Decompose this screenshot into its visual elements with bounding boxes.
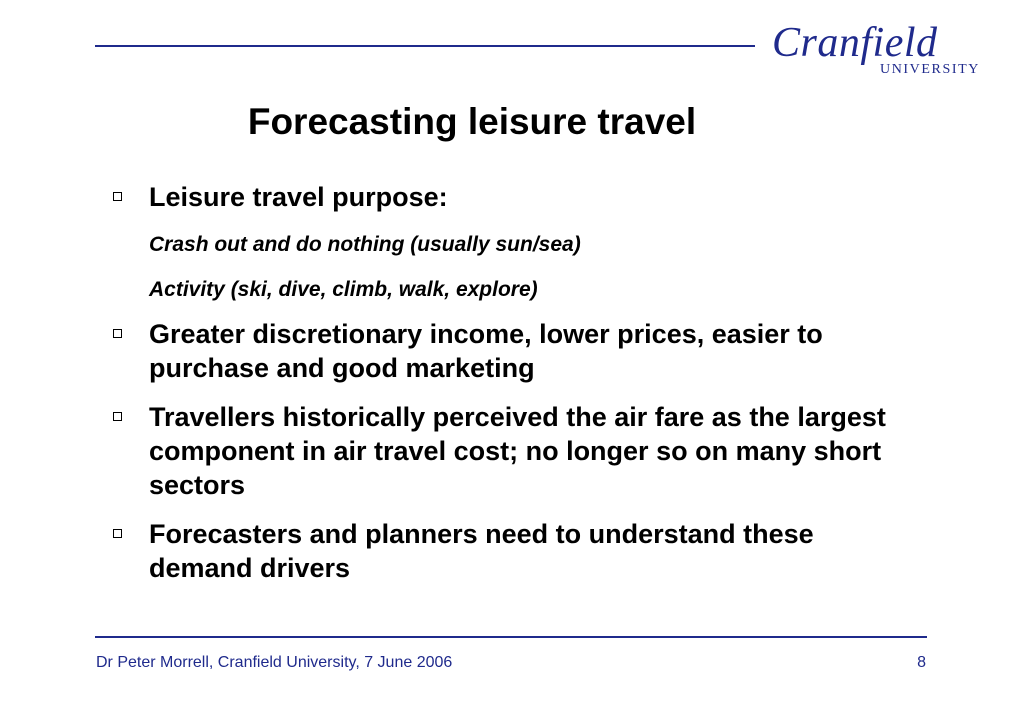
logo-subtitle: UNIVERSITY [880, 62, 980, 77]
bullet-item: Travellers historically perceived the ai… [113, 400, 913, 502]
hollow-square-bullet-icon [113, 529, 122, 538]
footer-divider [95, 636, 927, 638]
bullet-item: Forecasters and planners need to underst… [113, 517, 913, 585]
cranfield-university-logo: Cranfield UNIVERSITY [770, 18, 1010, 88]
slide-title: Forecasting leisure travel [247, 101, 697, 142]
footer-attribution: Dr Peter Morrell, Cranfield University, … [96, 654, 453, 671]
sub-bullet-item: Crash out and do nothing (usually sun/se… [149, 233, 581, 256]
bullet-text: Greater discretionary income, lower pric… [149, 319, 823, 383]
bullet-text: Travellers historically perceived the ai… [149, 402, 886, 500]
bullet-item: Leisure travel purpose: [113, 180, 913, 214]
sub-bullet-item: Activity (ski, dive, climb, walk, explor… [149, 278, 538, 301]
bullet-list: Leisure travel purpose: Crash out and do… [113, 180, 913, 585]
page-number: 8 [917, 654, 926, 671]
bullet-text: Forecasters and planners need to underst… [149, 519, 814, 583]
bullet-item: Greater discretionary income, lower pric… [113, 317, 913, 385]
header-divider [95, 45, 755, 47]
logo-wordmark: Cranfield [772, 20, 938, 66]
hollow-square-bullet-icon [113, 329, 122, 338]
bullet-text: Leisure travel purpose: [149, 182, 448, 212]
hollow-square-bullet-icon [113, 192, 122, 201]
hollow-square-bullet-icon [113, 412, 122, 421]
